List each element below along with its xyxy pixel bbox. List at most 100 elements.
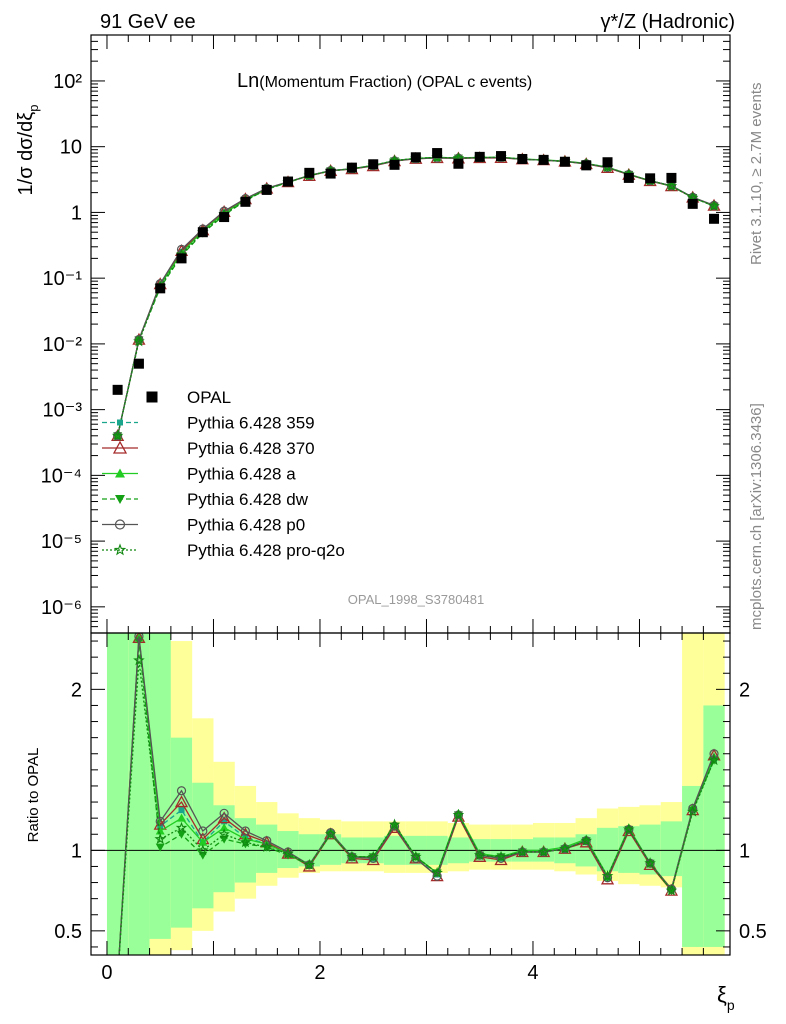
ratio-point xyxy=(282,847,294,859)
ratio-point xyxy=(324,828,337,840)
ratio-point xyxy=(580,834,592,846)
ratio-point xyxy=(177,813,187,822)
ratio-point xyxy=(262,836,272,846)
data-point xyxy=(197,227,208,238)
band-green xyxy=(149,633,171,939)
axes: 10² 10 1 10⁻¹ 10⁻² 10⁻³ 10⁻⁴ 10⁻⁵ 10⁻⁶ 2 2 1 1 0.5 0.5… xyxy=(41,34,767,984)
data-point xyxy=(219,212,230,223)
ratio-point xyxy=(665,884,678,896)
y-tick-label: 10 xyxy=(60,137,82,159)
ratio-point xyxy=(219,823,229,832)
band-green xyxy=(106,633,129,955)
ratio-point xyxy=(388,818,401,830)
ratio-point xyxy=(175,821,188,833)
mcplots-label: mcplots.cern.ch [arXiv:1306.3436] xyxy=(748,403,765,630)
data-point xyxy=(496,151,507,162)
ratio-point xyxy=(303,858,316,870)
data-point xyxy=(346,162,357,173)
main-mc-point xyxy=(111,429,124,441)
data-point xyxy=(687,198,698,209)
ratio-point xyxy=(221,818,228,825)
ratio-point xyxy=(644,857,656,869)
rivet-label: Rivet 3.1.10, ≥ 2.7M events xyxy=(748,83,765,266)
data-point xyxy=(581,160,592,171)
legend-label: Pythia 6.428 p0 xyxy=(187,516,305,535)
data-point xyxy=(112,384,123,395)
y-tick-label: 10⁻⁶ xyxy=(41,597,82,619)
data-point xyxy=(453,158,464,169)
data-point xyxy=(538,154,549,165)
x-tick-label: 4 xyxy=(527,962,538,984)
ratio-point xyxy=(154,833,166,844)
legend-label: Pythia 6.428 dw xyxy=(187,490,309,509)
ratio-point xyxy=(688,803,698,814)
legend-label: OPAL xyxy=(187,388,231,407)
ratio-point xyxy=(240,826,251,836)
ratio-point xyxy=(709,749,719,759)
data-point xyxy=(304,167,315,178)
ratio-point xyxy=(239,836,252,848)
ratio-series xyxy=(118,633,721,955)
ratio-point xyxy=(198,826,208,836)
header-right: γ*/Z (Hadronic) xyxy=(601,11,735,33)
ratio-point xyxy=(155,816,165,826)
legend-label: Pythia 6.428 a xyxy=(187,465,296,484)
data-point xyxy=(645,173,656,184)
ratio-point xyxy=(346,850,358,862)
data-point xyxy=(389,159,400,170)
ratio-point xyxy=(389,821,400,831)
data-point xyxy=(709,213,720,224)
band-green xyxy=(128,633,150,955)
legend-marker xyxy=(114,519,126,530)
main-mc-point xyxy=(665,180,678,192)
y-tick-label: 10⁻⁵ xyxy=(41,531,82,553)
x-tick-label: 2 xyxy=(314,962,325,984)
legend-marker xyxy=(115,468,125,478)
ratio-uncertainty-bands xyxy=(91,633,730,955)
ratio-point xyxy=(133,654,145,666)
data-point xyxy=(623,172,634,183)
legend-marker xyxy=(112,440,128,454)
ratio-point xyxy=(473,849,486,861)
main-line xyxy=(116,156,715,436)
ratio-point xyxy=(367,850,379,862)
ratio-point xyxy=(537,845,550,857)
ratio-point xyxy=(411,853,421,864)
ratio-point xyxy=(219,808,229,818)
ratio-y-tick-label: 2 xyxy=(71,679,82,701)
data-point xyxy=(155,283,166,294)
ratio-point xyxy=(155,843,165,852)
title-big: Ln xyxy=(237,70,259,92)
main-mc-point xyxy=(133,335,145,347)
y-tick-label: 10⁻³ xyxy=(43,400,83,422)
panel-title: Ln(Momentum Fraction) (OPAL c events) xyxy=(237,70,532,92)
ratio-point xyxy=(198,837,208,846)
ratio-y-tick-label: 1 xyxy=(71,840,82,862)
data-point xyxy=(261,184,272,195)
ratio-y-tick-label-right: 1 xyxy=(739,840,750,862)
ratio-y-tick-label: 0.5 xyxy=(54,921,82,943)
legend-label: Pythia 6.428 370 xyxy=(187,439,315,458)
ratio-y-tick-label-right: 0.5 xyxy=(739,921,767,943)
main-mc-point xyxy=(708,200,720,212)
data-point xyxy=(410,152,421,163)
ratio-point xyxy=(260,841,273,853)
ratio-point xyxy=(559,842,571,854)
y-tick-label: 10⁻¹ xyxy=(43,268,83,290)
main-data-points xyxy=(112,148,720,395)
title-rest: (Momentum Fraction) (OPAL c events) xyxy=(259,74,532,91)
data-point xyxy=(474,151,485,162)
legend-marker xyxy=(113,543,127,556)
y-tick-label: 1 xyxy=(71,202,82,224)
ratio-point xyxy=(623,823,635,835)
data-point xyxy=(176,253,187,264)
ratio-line xyxy=(118,660,715,955)
data-point xyxy=(602,157,613,168)
ratio-point xyxy=(431,866,443,878)
ratio-point xyxy=(368,853,378,864)
y-tick-label: 10⁻² xyxy=(43,334,83,356)
ratio-point xyxy=(410,850,422,862)
legend-label: Pythia 6.428 pro-q2o xyxy=(187,541,345,560)
x-tick-label: 0 xyxy=(101,962,112,984)
ratio-point xyxy=(177,830,187,839)
